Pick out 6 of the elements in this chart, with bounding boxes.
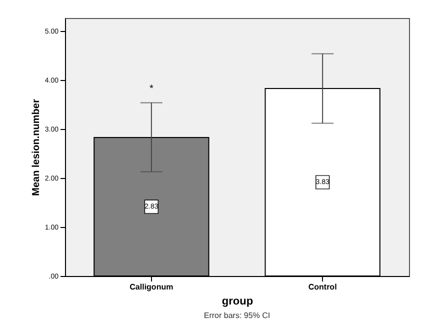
- annotation: *: [149, 84, 154, 95]
- x-tick-label: Control: [308, 282, 337, 292]
- text: Error bars: 95% CI: [204, 311, 270, 320]
- x-tick-label: Calligonum: [130, 282, 174, 292]
- x-axis-title: group: [222, 296, 254, 308]
- y-axis-title: Mean lesion.number: [30, 99, 42, 196]
